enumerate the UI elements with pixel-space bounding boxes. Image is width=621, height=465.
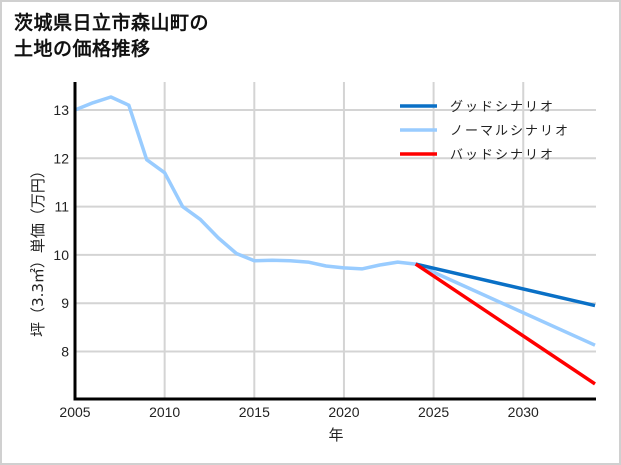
y-tick-label: 13 [53, 102, 69, 118]
y-tick-label: 10 [53, 247, 69, 263]
y-tick-label: 12 [53, 150, 69, 166]
gridlines [75, 82, 596, 399]
title-line-2: 土地の価格推移 [14, 38, 151, 60]
title-line-1: 茨城県日立市森山町の [14, 12, 210, 34]
x-tick-label: 2020 [328, 404, 359, 420]
y-tick-label: 9 [61, 295, 69, 311]
axes [73, 82, 596, 401]
x-tick-label: 2030 [508, 404, 539, 420]
series-line-2 [414, 262, 596, 386]
tick-labels: 8 9 10 11 12 13 2005 2010 2015 2020 2025 2030 [53, 102, 539, 420]
legend-label-2: バッドシナリオ [450, 148, 555, 163]
chart-title: 茨城県日立市森山町の 土地の価格推移 [14, 10, 209, 62]
legend-label-1: ノーマルシナリオ [450, 124, 570, 139]
y-tick-label: 8 [61, 344, 69, 360]
x-tick-label: 2005 [59, 404, 90, 420]
x-tick-label: 2015 [239, 404, 270, 420]
series-lines [74, 95, 596, 386]
legend-label-0: グッドシナリオ [450, 100, 555, 115]
series-line-0 [415, 262, 596, 308]
series-line-1 [74, 95, 596, 347]
x-axis-label: 年 [328, 426, 343, 444]
y-axis-label: 坪（3.3㎡）単価（万円） [29, 163, 47, 337]
x-tick-label: 2010 [149, 404, 180, 420]
y-tick-label: 11 [54, 199, 69, 215]
x-tick-label: 2025 [418, 404, 449, 420]
